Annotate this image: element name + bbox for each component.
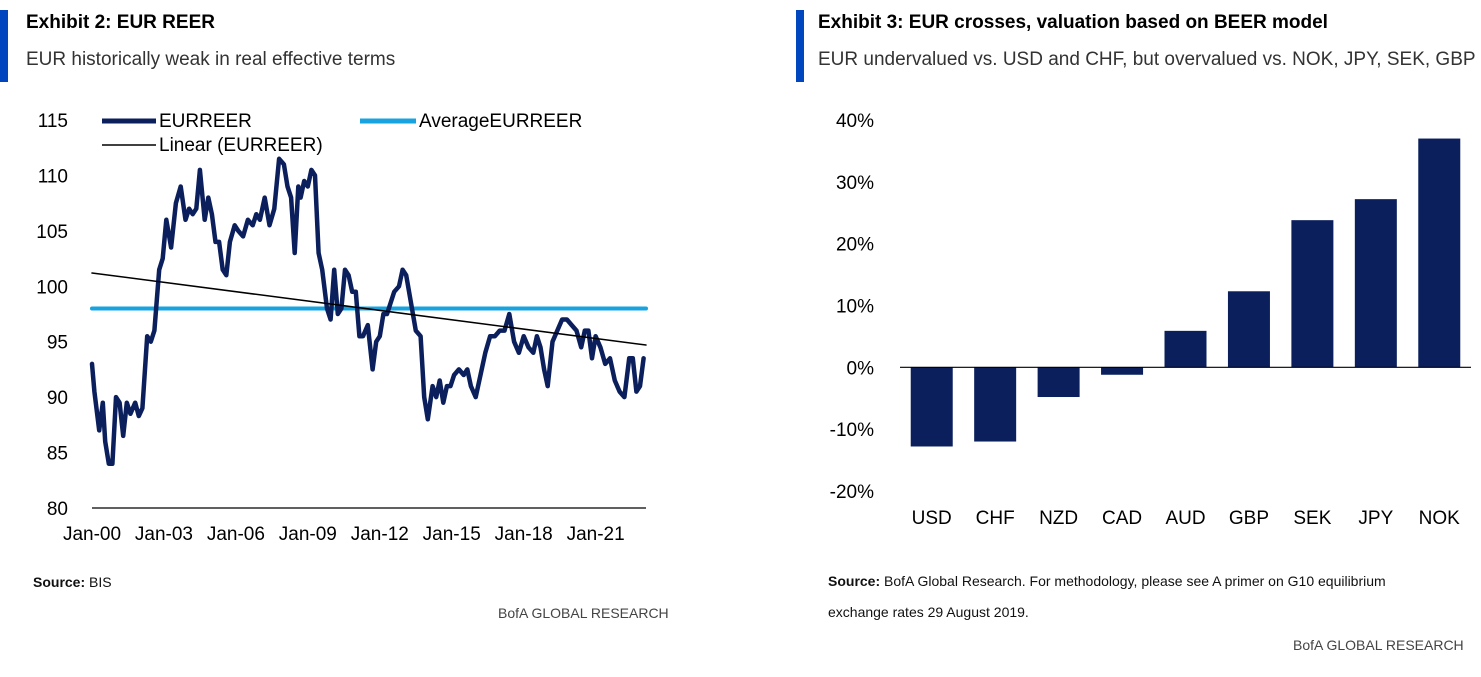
- exhibit-3-brand: BofA GLOBAL RESEARCH: [1293, 637, 1464, 653]
- bar-cad: [1101, 367, 1144, 375]
- y-tick-label: 30%: [836, 173, 874, 194]
- y-tick-label: 100: [36, 277, 68, 298]
- x-tick-label: Jan-18: [495, 524, 553, 545]
- exhibit-3-subtitle: EUR undervalued vs. USD and CHF, but ove…: [818, 49, 1476, 70]
- bar-series: [910, 138, 1461, 447]
- x-category-label: AUD: [1165, 508, 1205, 529]
- y-tick-label: 80: [47, 499, 68, 520]
- y-tick-label: 90: [47, 388, 68, 409]
- y-axis-tick-labels: -20% -10% 0% 10% 20% 30% 40%: [830, 111, 874, 503]
- exhibit-3-panel: Exhibit 3: EUR crosses, valuation based …: [796, 0, 1481, 677]
- x-tick-label: Jan-12: [351, 524, 409, 545]
- x-tick-label: Jan-00: [63, 524, 121, 545]
- x-tick-label: Jan-06: [207, 524, 265, 545]
- legend-label-average: AverageEURREER: [419, 111, 582, 132]
- x-tick-label: Jan-21: [567, 524, 625, 545]
- legend-label-eurreer: EURREER: [159, 111, 252, 132]
- x-category-label: GBP: [1229, 508, 1269, 529]
- title-accent-bar: [0, 10, 8, 82]
- y-tick-label: -10%: [830, 420, 874, 441]
- bar-sek: [1291, 220, 1334, 368]
- source-text: BIS: [85, 574, 112, 590]
- eurreer-line: [89, 156, 646, 466]
- x-category-label: USD: [912, 508, 952, 529]
- x-tick-label: Jan-03: [135, 524, 193, 545]
- x-category-label: CAD: [1102, 508, 1142, 529]
- exhibit-3-source: Source: BofA Global Research. For method…: [828, 573, 1386, 589]
- exhibit-3-source-line-2: exchange rates 29 August 2019.: [828, 604, 1029, 620]
- bar-jpy: [1354, 199, 1397, 368]
- exhibit-2-panel: Exhibit 2: EUR REER EUR historically wea…: [0, 0, 680, 677]
- y-tick-label: 110: [38, 166, 68, 187]
- exhibit-3-title: Exhibit 3: EUR crosses, valuation based …: [818, 12, 1328, 33]
- source-text: BofA Global Research. For methodology, p…: [880, 573, 1386, 589]
- y-tick-label: 40%: [836, 111, 874, 132]
- x-axis-tick-labels: Jan-00 Jan-03 Jan-06 Jan-09 Jan-12 Jan-15 Jan-…: [63, 524, 625, 545]
- bar-chf: [974, 367, 1017, 442]
- bar-aud: [1164, 330, 1207, 368]
- bar-gbp: [1227, 291, 1270, 368]
- exhibit-2-brand: BofA GLOBAL RESEARCH: [498, 605, 669, 621]
- legend-label-linear: Linear (EURREER): [159, 135, 323, 156]
- exhibit-2-subtitle: EUR historically weak in real effective …: [26, 49, 396, 70]
- y-axis-tick-labels: 80 85 90 95 100 105 110 115: [36, 111, 68, 520]
- y-tick-label: 105: [36, 222, 68, 243]
- y-tick-label: 0%: [847, 358, 875, 379]
- x-category-label: CHF: [976, 508, 1015, 529]
- x-axis-category-labels: USD CHF NZD CAD AUD GBP SEK JPY NOK: [912, 508, 1461, 529]
- linear-trend-line: [91, 272, 647, 346]
- source-label: Source:: [828, 573, 881, 589]
- exhibit-2-title: Exhibit 2: EUR REER: [26, 12, 215, 33]
- y-tick-label: -20%: [830, 482, 874, 503]
- bar-nok: [1418, 138, 1461, 368]
- source-label: Source:: [33, 574, 86, 590]
- x-category-label: SEK: [1293, 508, 1331, 529]
- y-tick-label: 20%: [836, 235, 874, 256]
- title-accent-bar: [796, 10, 804, 82]
- line-series: [89, 156, 648, 466]
- y-tick-label: 10%: [836, 297, 874, 318]
- bar-nzd: [1037, 367, 1080, 398]
- y-tick-label: 85: [47, 444, 68, 465]
- x-tick-label: Jan-09: [279, 524, 337, 545]
- x-tick-label: Jan-15: [423, 524, 481, 545]
- bar-usd: [910, 367, 953, 447]
- x-category-label: NZD: [1039, 508, 1078, 529]
- x-category-label: NOK: [1419, 508, 1461, 529]
- y-tick-label: 95: [47, 333, 68, 354]
- exhibit-2-source: Source: BIS: [33, 574, 112, 590]
- x-category-label: JPY: [1358, 508, 1393, 529]
- y-tick-label: 115: [38, 111, 68, 132]
- eur-crosses-bar-chart: -20% -10% 0% 10% 20% 30% 40% USD CHF NZD CAD AUD GB…: [830, 111, 1471, 529]
- chart-legend: EURREER AverageEURREER Linear (EURREER): [102, 111, 582, 156]
